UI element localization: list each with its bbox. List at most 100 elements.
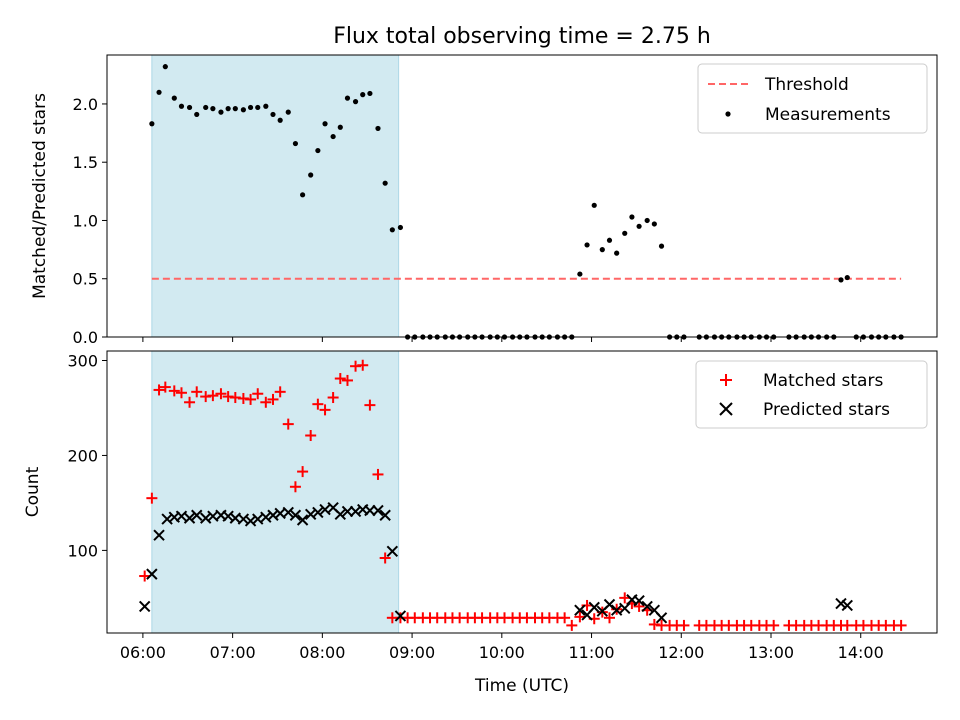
legend-predicted-label: Predicted stars: [763, 400, 890, 420]
measurement-point: [270, 111, 276, 118]
measurement-point: [577, 271, 583, 277]
legend-predicted-swatch: [719, 402, 733, 416]
y-tick-label: 300: [67, 351, 98, 370]
predicted-point: [138, 600, 151, 613]
y-tick-label: 0.5: [73, 270, 98, 289]
measurement-point: [375, 125, 381, 132]
measurement-point: [644, 217, 650, 224]
predicted-point: [603, 598, 616, 611]
x-tick-label: 07:00: [210, 643, 256, 662]
measurement-point: [285, 109, 291, 115]
y-axis-label-bottom: Count: [23, 466, 43, 517]
measurement-point: [636, 223, 642, 229]
measurement-point: [162, 64, 168, 70]
legend-threshold-label: Threshold: [764, 75, 849, 95]
matched-point: [153, 384, 165, 396]
predicted-point: [296, 514, 309, 526]
observing-window-shade-bottom: [151, 350, 400, 634]
matched-point: [289, 481, 301, 493]
legend-bottom: Matched stars Predicted stars: [695, 360, 928, 429]
ratio-panel: Flux total observing time = 2.75 h 0.00.…: [30, 24, 938, 347]
measurement-point: [591, 202, 597, 208]
matched-point: [327, 392, 339, 404]
x-tick-label: 11:00: [568, 643, 614, 662]
x-tick-label: 13:00: [748, 643, 794, 662]
matched-point: [574, 611, 586, 623]
measurement-point: [614, 250, 620, 256]
matched-point: [175, 387, 187, 399]
matched-point: [207, 390, 219, 402]
y-tick-label: 200: [67, 446, 98, 465]
matched-point: [191, 386, 203, 398]
predicted-point: [282, 506, 294, 519]
y-axis-ticks-bottom: 100 200 300: [67, 351, 107, 560]
predicted-point: [153, 529, 165, 541]
legend-matched-label: Matched stars: [763, 371, 883, 391]
measurement-point: [651, 221, 657, 227]
matched-point: [305, 430, 317, 442]
measurement-point: [337, 124, 343, 130]
measurement-point: [330, 133, 336, 140]
measurement-point: [367, 90, 373, 97]
measurement-point: [300, 192, 306, 198]
measurement-point: [149, 121, 155, 127]
x-tick-label: 06:00: [120, 643, 166, 662]
predicted-point: [372, 504, 384, 517]
measurement-point: [622, 230, 628, 236]
x-tick-label: 08:00: [299, 643, 345, 662]
x-tick-label: 10:00: [479, 643, 525, 662]
legend-box-bottom: [695, 360, 928, 429]
measurement-point: [210, 106, 216, 112]
measurement-point: [277, 117, 283, 123]
matched-point: [619, 592, 631, 604]
plot-frame-bottom: [106, 350, 938, 634]
measurement-point: [292, 140, 299, 147]
matched-point: [379, 552, 391, 564]
measurement-point: [240, 107, 246, 113]
matched-point: [319, 404, 331, 416]
predicted-point: [655, 612, 668, 624]
matched-point: [184, 396, 196, 408]
matched-point: [895, 619, 907, 631]
measurement-point: [584, 242, 590, 248]
y-axis-label-top: Matched/Predicted stars: [30, 93, 50, 299]
measurement-point: [360, 92, 366, 98]
matched-point: [274, 386, 286, 398]
measurement-point: [315, 147, 321, 154]
x-tick-label: 09:00: [389, 643, 435, 662]
measurement-point: [194, 111, 200, 118]
measurement-point: [263, 103, 269, 109]
measurement-point: [186, 104, 193, 111]
matched-point: [146, 492, 158, 504]
matched-point: [357, 359, 369, 371]
matched-point: [245, 393, 257, 405]
predicted-point: [841, 599, 853, 612]
measurement-point: [308, 172, 314, 178]
matched-point: [260, 396, 272, 408]
predicted-point: [146, 568, 158, 580]
legend-measurements-label: Measurements: [765, 105, 891, 125]
y-tick-label: 1.0: [73, 211, 98, 230]
predicted-point: [574, 604, 586, 616]
measurement-point: [247, 104, 254, 111]
matched-point: [267, 393, 279, 405]
measurement-point: [156, 89, 162, 95]
measurement-point: [255, 104, 261, 111]
plot-frame-top: [106, 54, 938, 338]
measurement-point: [658, 243, 665, 249]
matched-point: [566, 619, 578, 631]
measurement-point: [322, 121, 328, 127]
predicted-point: [289, 509, 302, 521]
matched-point: [252, 388, 264, 400]
measurement-point: [225, 106, 231, 112]
matched-point: [768, 619, 780, 631]
x-axis-ticks-bottom: 06:00 07:00 08:00 09:00 10:00 11:00 12:00 13:00…: [120, 633, 884, 662]
y-tick-label: 1.5: [73, 153, 98, 172]
matched-point: [559, 612, 571, 624]
y-tick-label: 0.0: [73, 328, 98, 347]
matched-point: [312, 398, 324, 410]
legend-measurements-swatch: [725, 111, 731, 117]
measurement-point: [382, 180, 388, 186]
measurement-point: [838, 277, 844, 283]
